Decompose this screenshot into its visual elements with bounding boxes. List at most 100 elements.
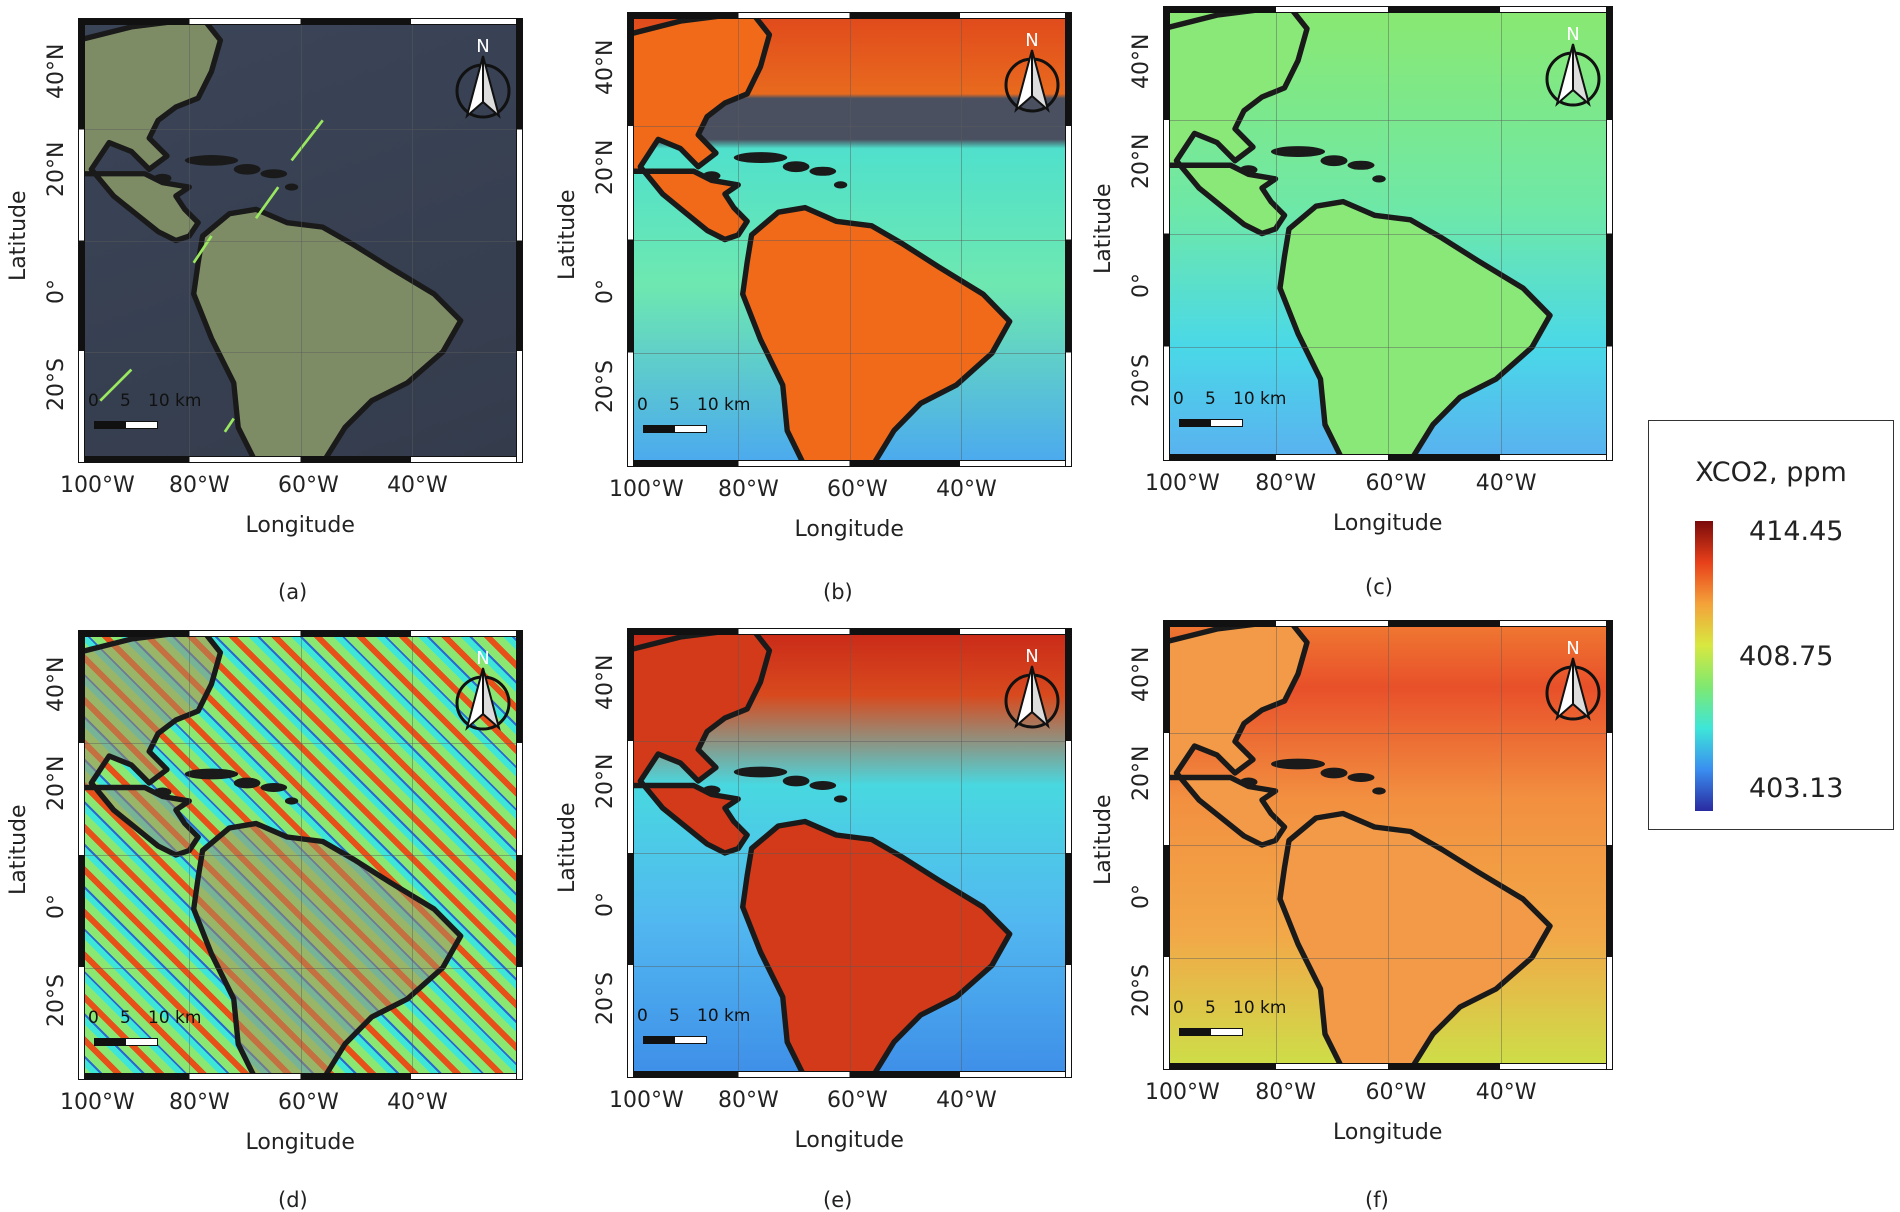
map-image [78, 18, 523, 463]
scale-label: 0 [637, 395, 648, 415]
south-america-landmass [740, 204, 1013, 467]
north-america-landmass [1163, 6, 1310, 237]
scale-label: 5 [1205, 389, 1216, 409]
island [1372, 787, 1386, 795]
y-axis-label: Latitude [1091, 182, 1116, 274]
scale-label: 10 km [1233, 389, 1287, 409]
longitude-tick-label: 60°W [827, 1088, 888, 1113]
map-frame-top [78, 630, 523, 637]
scale-bar: 0 5 10 km [88, 391, 218, 435]
grid-line [1500, 6, 1502, 461]
scale-label: 0 [88, 391, 99, 411]
scale-label: 5 [120, 1008, 131, 1028]
map-frame-bottom [627, 460, 1072, 467]
grid-line [1163, 347, 1613, 349]
scale-label: 0 [1173, 998, 1184, 1018]
longitude-tick-label: 80°W [1255, 471, 1316, 496]
map-frame-top [627, 628, 1072, 635]
north-america-landmass [78, 630, 224, 858]
north-arrow-icon: N [1543, 638, 1603, 728]
longitude-tick-label: 100°W [609, 477, 684, 502]
xco2-swath [192, 235, 213, 264]
north-arrow-icon: N [1002, 30, 1062, 120]
island [153, 173, 172, 183]
xco2-swath [290, 119, 324, 162]
island [1320, 155, 1348, 167]
scale-label: 0 [637, 1006, 648, 1026]
island [1239, 165, 1258, 175]
map-image [78, 630, 523, 1080]
grid-line [78, 742, 523, 744]
island [284, 797, 299, 805]
longitude-tick-label: 60°W [1365, 1080, 1427, 1105]
grid-line [849, 628, 851, 1078]
island [1320, 767, 1348, 779]
latitude-tick-label: 40°N [1129, 33, 1154, 89]
map-frame-left [78, 630, 85, 1080]
island [809, 781, 837, 790]
south-america-landmass [1277, 810, 1553, 1070]
island [733, 766, 788, 778]
longitude-tick-label: 100°W [60, 1090, 135, 1115]
longitude-tick-label: 40°W [936, 1088, 997, 1113]
island [1271, 758, 1325, 770]
x-axis-label: Longitude [794, 1128, 904, 1153]
latitude-tick-label: 20°N [1129, 133, 1154, 189]
y-axis-label: Latitude [6, 804, 31, 895]
grid-line [189, 18, 191, 463]
longitude-tick-label: 40°W [387, 473, 448, 498]
latitude-tick-label: 20°S [44, 974, 69, 1027]
island [1271, 146, 1325, 158]
colorbar-legend: XCO2, ppm 414.45 408.75 403.13 [1648, 420, 1894, 830]
island [260, 169, 288, 179]
map-frame-right [516, 18, 523, 463]
grid-line [78, 967, 523, 969]
latitude-tick-label: 20°S [593, 972, 618, 1025]
scale-bar: 0 5 10 km [1173, 389, 1303, 433]
latitude-tick-label: 0° [593, 892, 618, 917]
coastline [78, 630, 464, 1080]
svg-text:N: N [476, 36, 489, 57]
y-axis-label: Latitude [6, 189, 31, 281]
grid-line [849, 12, 851, 467]
grid-line [627, 853, 1072, 854]
latitude-tick-label: 20°N [1129, 745, 1154, 801]
north-america-landmass [627, 12, 773, 243]
y-axis-label: Latitude [555, 802, 580, 893]
latitude-tick-label: 20°S [593, 360, 618, 414]
y-axis-label: Latitude [555, 188, 580, 280]
xco2-swath [223, 417, 235, 433]
scale-bar-graphic [94, 1038, 158, 1046]
scale-bar: 0 5 10 km [637, 1006, 767, 1050]
grid-line [78, 240, 523, 242]
island [702, 785, 721, 795]
island [260, 783, 288, 792]
grid-line [1388, 620, 1389, 1070]
scale-bar-graphic [94, 421, 158, 429]
map-frame-left [627, 628, 634, 1078]
island [1372, 175, 1386, 183]
north-arrow-icon: N [453, 648, 513, 738]
latitude-tick-label: 20°N [44, 755, 69, 811]
grid-line [300, 630, 302, 1080]
island [153, 787, 172, 797]
grid-line [78, 129, 523, 131]
island [1347, 160, 1375, 170]
island [233, 777, 261, 789]
island [1239, 777, 1258, 787]
map-frame-top [78, 18, 523, 25]
legend-min: 403.13 [1749, 773, 1844, 804]
north-america-landmass [1163, 620, 1310, 848]
grid-line [78, 855, 523, 856]
scale-label: 5 [669, 395, 680, 415]
legend-max: 414.45 [1749, 516, 1844, 547]
scale-label: 0 [1173, 389, 1184, 409]
coastline [627, 628, 1013, 1078]
north-america-landmass [627, 628, 773, 856]
panel-caption: (a) [278, 580, 308, 604]
xco2-swath [99, 368, 133, 402]
grid-line [411, 18, 413, 463]
north-arrow-icon: N [1002, 646, 1062, 736]
y-axis-label: Latitude [1091, 794, 1116, 885]
map-image [627, 12, 1072, 467]
